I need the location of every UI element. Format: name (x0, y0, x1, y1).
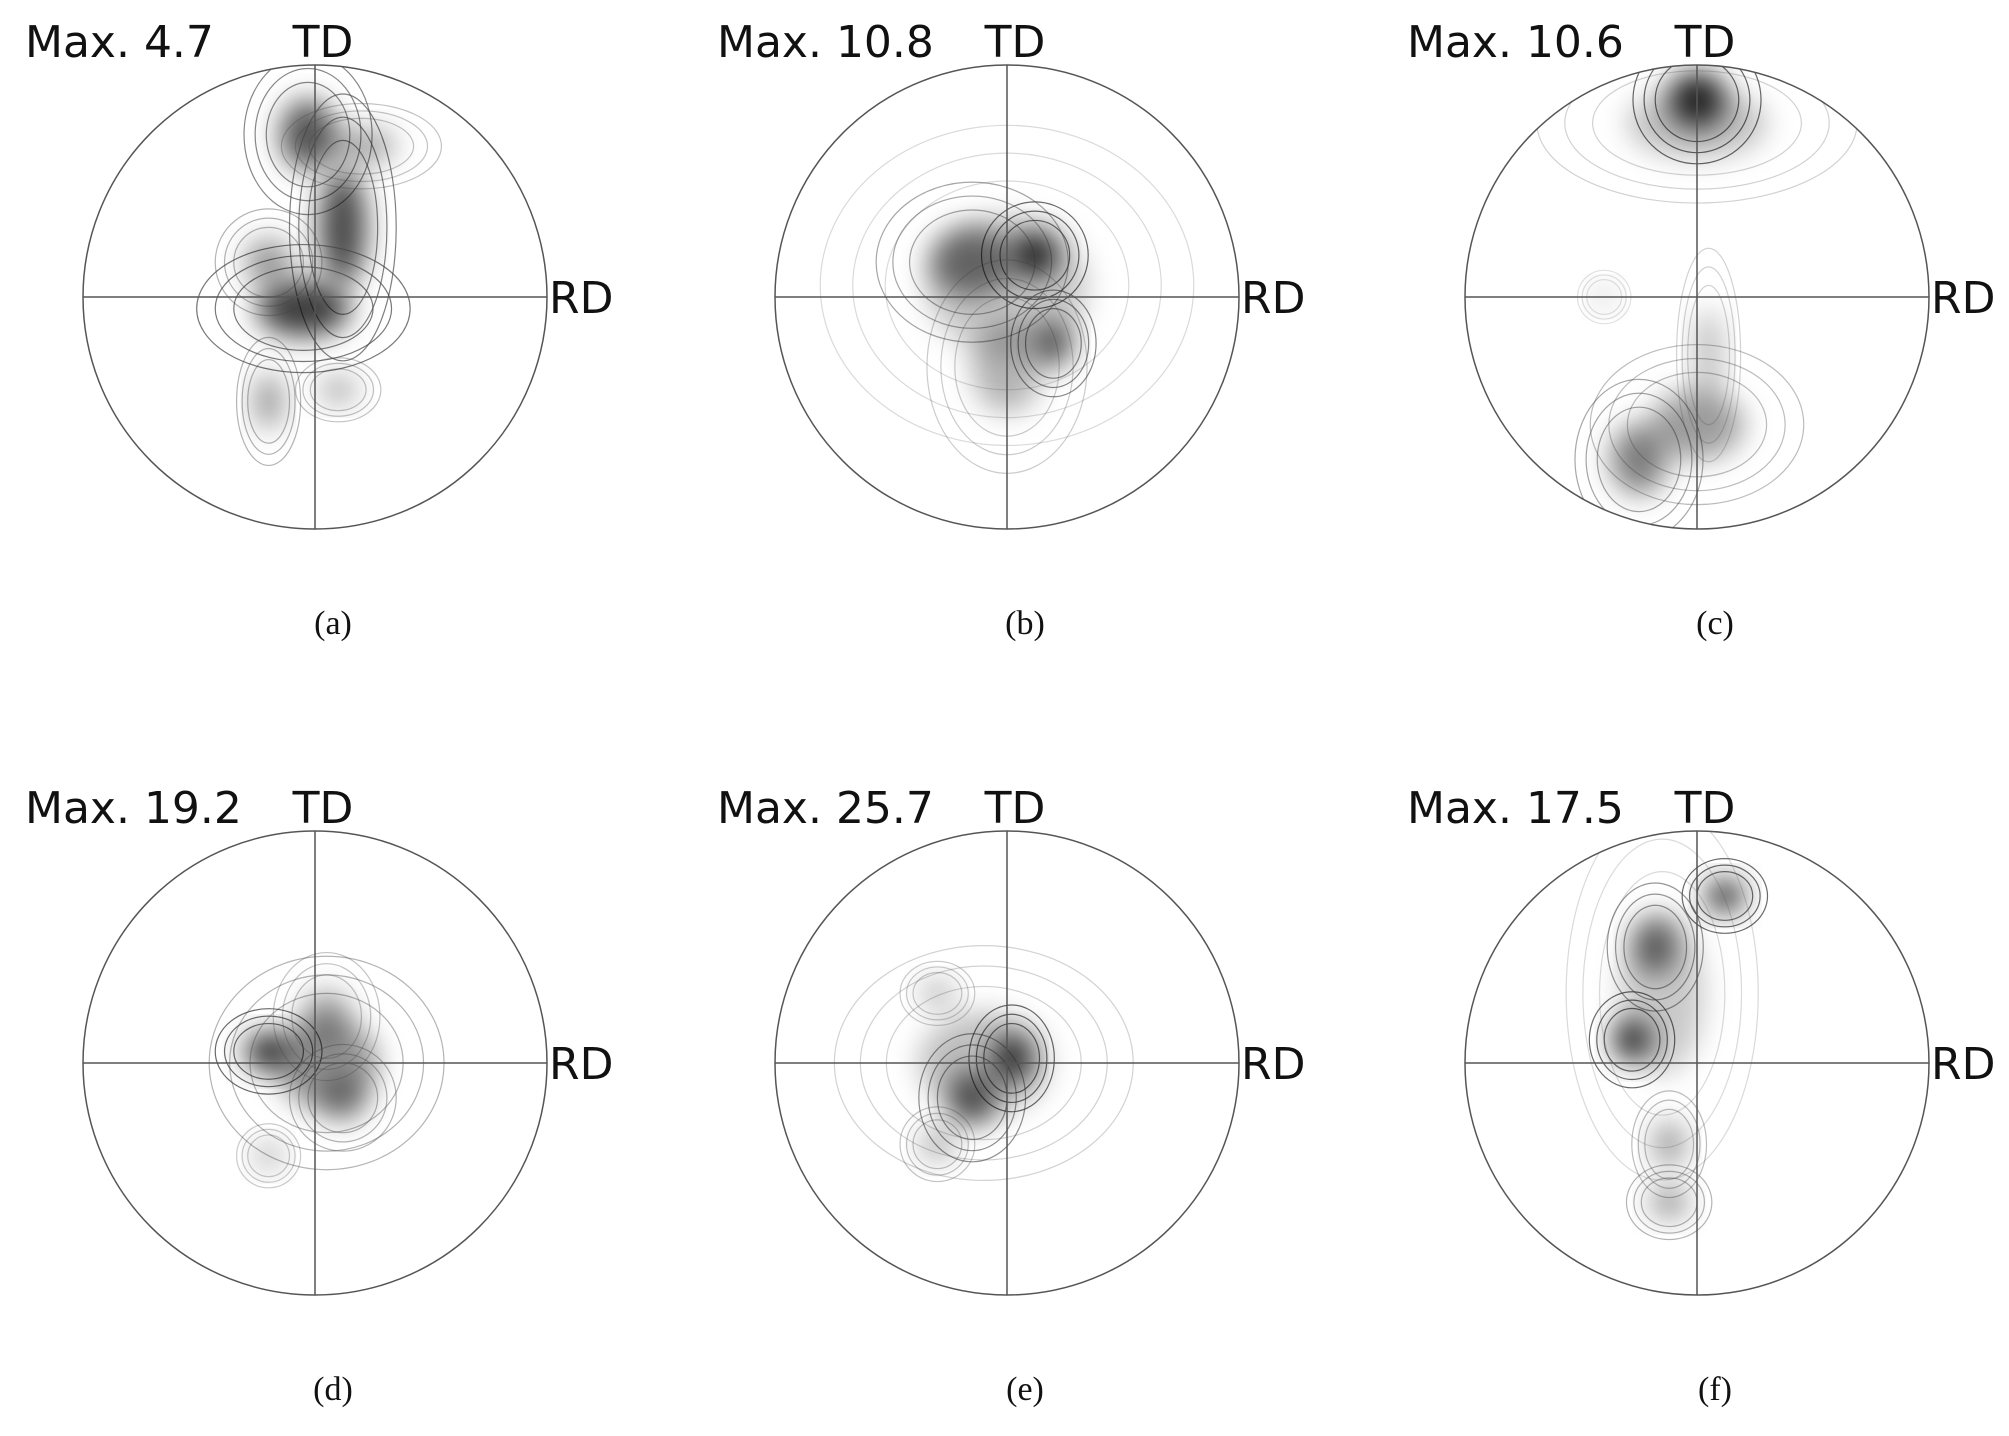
caption: (b) (1005, 605, 1045, 642)
contour (1688, 864, 1761, 928)
caption: (f) (1698, 1371, 1732, 1408)
rd-label: RD (1931, 273, 1995, 324)
pole-figure: Max. 10.8 TD RD (b) (717, 17, 1305, 642)
contour (294, 357, 382, 423)
td-label: TD (292, 783, 354, 834)
contour (905, 1112, 969, 1176)
density-blob (921, 979, 954, 1008)
pole-figure: Max. 4.7 TD RD (a) (25, 17, 613, 642)
max-label: Max. 4.7 (25, 17, 214, 68)
td-label: TD (1674, 783, 1736, 834)
density (196, 65, 443, 467)
caption: (d) (313, 1371, 353, 1408)
density-blob (257, 280, 350, 337)
pole-figure: Max. 19.2 TD RD (d) (25, 783, 613, 1408)
density-blob (254, 373, 283, 430)
density-blob (254, 1141, 283, 1170)
contour (1687, 284, 1731, 426)
caption: (c) (1696, 605, 1734, 642)
contour (288, 93, 397, 362)
density (1565, 831, 1769, 1241)
contour (291, 974, 363, 1059)
density-blob (1611, 424, 1667, 495)
density-blob (326, 127, 397, 165)
contour (272, 951, 381, 1082)
td-label: TD (1674, 17, 1736, 68)
contour (1681, 858, 1769, 934)
contour (899, 960, 976, 1027)
max-label: Max. 10.8 (717, 17, 934, 68)
contour (1681, 266, 1736, 444)
density-blob (1620, 912, 1704, 1075)
pole-figure: Max. 10.6 TD RD (c) (1407, 17, 1995, 642)
contour (241, 347, 296, 455)
contour (223, 217, 314, 307)
contour (235, 1123, 302, 1189)
contour (1625, 1164, 1713, 1241)
contour (294, 110, 429, 183)
rd-label: RD (549, 1039, 613, 1090)
contour (280, 102, 443, 190)
contour (1565, 831, 1759, 1181)
contour (298, 116, 388, 339)
max-label: Max. 19.2 (25, 783, 242, 834)
contour (905, 966, 969, 1021)
density-blob (319, 1074, 367, 1122)
contour (214, 208, 323, 317)
max-label: Max. 10.6 (1407, 17, 1624, 68)
density-blob (319, 169, 367, 286)
density-blob (319, 375, 357, 404)
rd-label: RD (1931, 1039, 1995, 1090)
rd-label: RD (1241, 1039, 1305, 1090)
rd-label: RD (549, 273, 613, 324)
td-label: TD (984, 17, 1046, 68)
contour (214, 255, 393, 363)
caption: (a) (314, 605, 352, 642)
contour (281, 963, 372, 1071)
density-blob (921, 1127, 954, 1161)
density-blob (1706, 879, 1744, 913)
density-blob (1652, 1121, 1686, 1168)
density-blob (280, 99, 336, 170)
pole-figure: Max. 17.5 TD RD (f) (1407, 783, 1995, 1408)
contour (912, 1119, 963, 1170)
contour (912, 971, 963, 1015)
contour (288, 1043, 397, 1152)
max-label: Max. 25.7 (717, 783, 934, 834)
contour (899, 1106, 976, 1183)
pole-figure: Max. 25.7 TD RD (e) (717, 783, 1305, 1408)
td-label: TD (292, 17, 354, 68)
density-blob (245, 239, 292, 286)
contour (1574, 378, 1704, 529)
contour (308, 117, 415, 175)
contour (241, 1128, 296, 1183)
contour (247, 1134, 291, 1178)
contour (1675, 247, 1742, 463)
contour (1633, 1170, 1706, 1234)
density (208, 951, 445, 1189)
contour (233, 266, 374, 351)
max-label: Max. 17.5 (1407, 783, 1624, 834)
contour (196, 243, 411, 374)
density-blob (303, 988, 350, 1045)
contour (1598, 871, 1726, 1116)
contour (1644, 1108, 1695, 1180)
td-label: TD (984, 783, 1046, 834)
contour (235, 336, 302, 467)
density-blob (1694, 308, 1723, 402)
contour (1582, 838, 1743, 1149)
caption: (e) (1006, 1371, 1044, 1408)
rd-label: RD (1241, 273, 1305, 324)
contour (1596, 406, 1682, 513)
contour (298, 1053, 388, 1143)
contour (247, 359, 291, 444)
contour (309, 368, 367, 412)
contour (302, 362, 375, 417)
density-blob (1650, 1185, 1688, 1219)
